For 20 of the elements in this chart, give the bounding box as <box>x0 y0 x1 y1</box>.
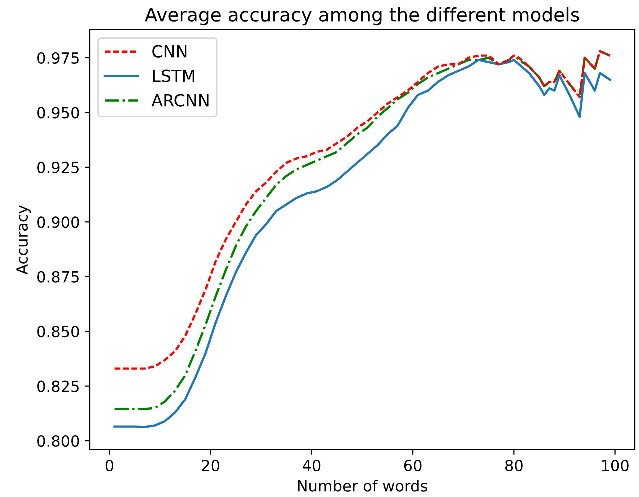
y-tick-label: 0.975 <box>38 52 79 64</box>
y-tick-label: 0.800 <box>38 435 80 448</box>
x-tick-label: 100 <box>602 460 629 472</box>
y-tick-label: 0.825 <box>38 380 79 392</box>
y-tick-label: 0.925 <box>38 162 79 174</box>
y-axis-title: Accuracy <box>16 206 31 275</box>
x-tick-label: 60 <box>404 460 422 472</box>
y-tick-label: 0.850 <box>38 326 80 338</box>
y-tick-label: 0.900 <box>38 216 80 228</box>
x-tick-label: 80 <box>505 460 523 472</box>
legend-label: ARCNN <box>152 94 209 107</box>
x-tick-label: 0 <box>106 460 114 472</box>
legend-label: LSTM <box>153 70 194 82</box>
chart-title: Average accuracy among the different models <box>145 7 580 26</box>
x-axis-title: Number of words <box>298 480 428 492</box>
x-tick-label: 20 <box>202 460 220 472</box>
legend-label: CNN <box>152 45 187 58</box>
y-tick-label: 0.875 <box>38 271 79 283</box>
x-tick-label: 40 <box>302 460 321 472</box>
y-tick-label: 0.950 <box>38 107 80 119</box>
